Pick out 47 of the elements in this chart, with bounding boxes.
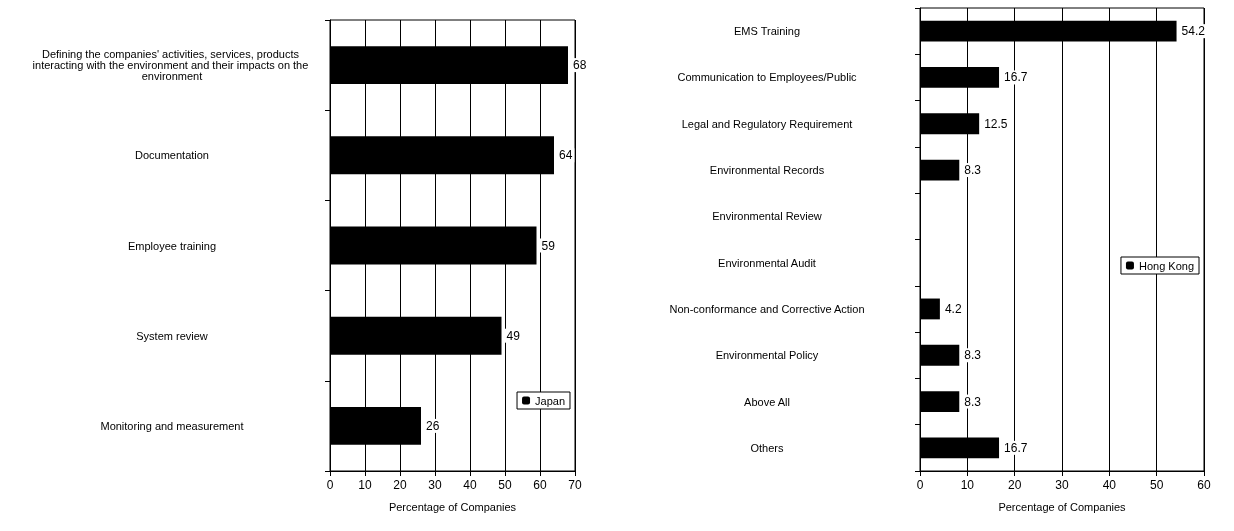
data-label: 12.5 [984,116,1008,131]
y-tick-label: Others [750,441,784,454]
x-tick-label: 0 [916,478,924,492]
data-label: 54.2 [1181,24,1206,39]
data-label: 49 [506,328,521,343]
y-tick-label: System review [136,329,208,342]
data-label: 4.2 [944,301,962,316]
x-tick-label: 10 [960,478,975,492]
y-tick-label: Environmental Review [712,210,822,223]
x-axis-title: Percentage of Companies [388,500,517,513]
x-tick-label: 30 [1055,478,1069,492]
data-label: 64 [559,148,573,163]
legend-label: Japan [535,394,566,407]
x-tick-label: 30 [428,478,442,492]
data-label: 59 [541,238,556,253]
x-tick-label: 60 [1197,478,1211,492]
x-tick-label: 60 [533,478,547,492]
x-tick-label: 20 [393,478,407,492]
data-label: 26 [426,418,440,433]
y-tick-label: Documentation [135,149,209,162]
data-label: 68 [573,58,587,73]
x-tick-label: 50 [498,478,512,492]
y-tick-label: Above All [744,395,790,408]
x-tick-label: 40 [463,478,477,492]
x-tick-label: 10 [358,478,372,492]
y-tick-label: Non-conformance and Corrective Action [669,302,865,315]
y-tick-label: Environmental Policy [715,349,819,362]
x-tick-label: 40 [1102,478,1117,492]
y-tick-label: EMS Training [733,25,801,38]
data-label: 8.3 [964,163,982,178]
y-tick-label: Monitoring and measurement [100,419,244,432]
y-tick-label: Environmental Records [709,164,825,177]
y-tick-label: Communication to Employees/Public [677,71,858,84]
data-label: 16.7 [1004,440,1028,455]
data-label: 8.3 [964,348,982,363]
y-tick-label: Legal and Regulatory Requirement [681,117,853,130]
legend-label: Hong Kong [1138,259,1194,272]
y-tick-label: Environmental Audit [718,256,816,269]
x-tick-label: 70 [568,478,582,492]
data-label: 16.7 [1004,70,1028,85]
data-label: 8.3 [964,394,982,409]
y-tick-label: Employee training [127,239,217,252]
x-tick-label: 20 [1007,478,1022,492]
y-tick-label: Defining the companies' activities, services, products interacting with the environment and their impacts on the environment [32,48,312,83]
x-tick-label: 0 [326,478,334,492]
x-axis-title: Percentage of Companies [998,500,1127,513]
x-tick-label: 50 [1149,478,1164,492]
